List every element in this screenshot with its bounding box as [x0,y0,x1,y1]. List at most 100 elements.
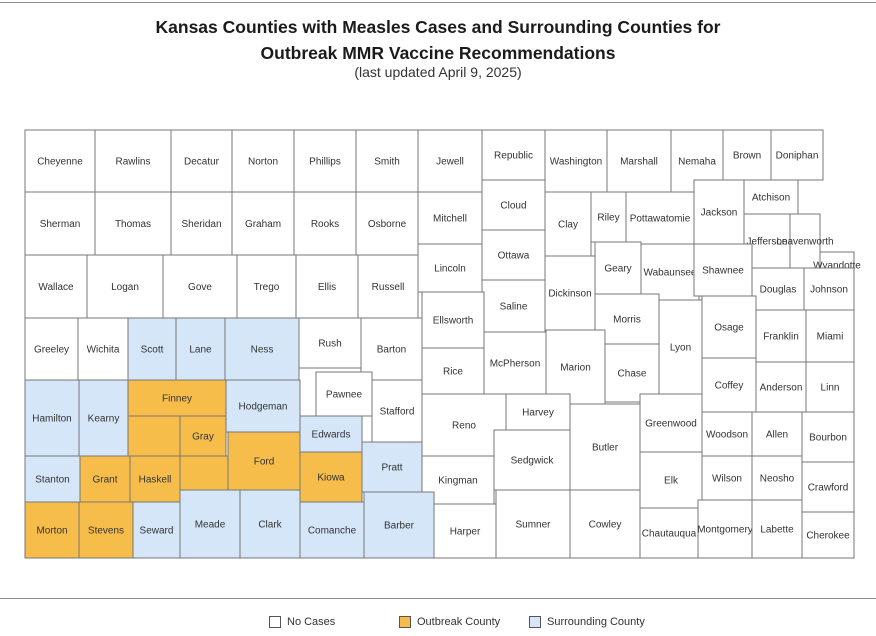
county-label: Sumner [515,520,551,531]
county-morris: Morris [594,293,660,345]
county-shape [24,254,88,319]
legend-swatch-surrounding [529,616,541,628]
county-johnson: Johnson [803,267,855,311]
county-label: Harper [450,527,481,538]
county-shape [693,243,753,297]
county-osage: Osage [701,295,757,359]
county-label: Gray [192,432,214,443]
county-pawnee: Pawnee [315,371,373,417]
county-chautauqua: Chautauqua [639,507,699,559]
county-shape [132,501,181,559]
county-label: Clark [258,520,282,531]
top-border [0,2,876,3]
county-label: Wallace [38,282,74,293]
county-sedgwick: Sedgwick [493,429,571,491]
county-shape [481,229,546,281]
county-shape [179,415,227,457]
county-shape [481,179,546,231]
legend-divider [0,598,876,599]
county-shape [299,501,365,559]
county-label: Haskell [139,475,172,486]
county-shape [483,331,547,395]
county-graham: Graham [231,191,295,256]
county-label: Lincoln [434,264,466,275]
county-shape [239,489,301,559]
county-label: Barber [384,521,415,532]
county-thomas: Thomas [94,191,172,256]
county-russell: Russell [357,254,419,319]
county-label: Wichita [87,345,120,356]
county-franklin: Franklin [755,309,807,363]
county-chase: Chase [604,343,660,403]
county-shape [801,461,855,513]
county-label: Cowley [589,520,622,531]
county-douglas: Douglas [751,267,805,311]
county-shape [755,309,807,363]
county-label: Ness [251,345,274,356]
county-label: Hodgeman [239,402,288,413]
county-rawlins: Rawlins [94,129,172,193]
county-doniphan: Doniphan [770,129,824,181]
county-ellis: Ellis [295,254,359,319]
county-cowley: Cowley [569,489,641,559]
county-shape [78,501,134,559]
county-barber: Barber [363,491,435,559]
county-shape [179,489,241,559]
county-shape [693,179,745,245]
county-greenwood: Greenwood [639,393,703,453]
county-label: Morris [613,315,641,326]
county-label: Crawford [808,483,849,494]
county-neosho: Neosho [751,455,803,501]
county-label: Thomas [115,219,151,230]
title-line-1: Kansas Counties with Measles Cases and S… [155,17,721,37]
county-rooks: Rooks [293,191,357,256]
county-clark: Clark [239,489,301,559]
county-trego: Trego [236,254,297,319]
county-label: Jackson [701,208,738,219]
county-sumner: Sumner [495,489,571,559]
county-shape [175,317,226,381]
county-label: Greenwood [645,419,697,430]
county-haskell: Haskell [129,455,181,503]
county-shape [751,455,803,501]
county-label: Trego [254,282,280,293]
county-label: Rawlins [115,157,150,168]
county-labette: Labette [751,499,803,559]
county-label: Riley [597,213,619,224]
county-label: Grant [92,475,117,486]
county-label: Osage [714,323,744,334]
county-anderson: Anderson [755,361,807,413]
county-label: Pratt [381,463,402,474]
county-hodgeman: Hodgeman [225,379,301,433]
county-marion: Marion [545,329,606,405]
county-label: Lyon [670,343,691,354]
county-label: Saline [500,302,528,313]
county-shape [701,295,757,359]
county-label: Greeley [34,345,69,356]
title-line-2: Outbreak MMR Vaccine Recommendations [260,43,616,63]
county-pratt: Pratt [361,441,423,493]
county-shape [805,309,855,363]
county-clay: Clay [544,191,592,257]
county-label: Clay [558,220,578,231]
county-label: Doniphan [776,151,819,162]
county-logan: Logan [86,254,164,319]
county-shape [751,411,803,457]
county-cheyenne: Cheyenne [24,129,96,193]
county-label: Kiowa [317,473,345,484]
county-shape [299,451,363,503]
county-shape [803,267,855,311]
county-norton: Norton [231,129,295,193]
county-pottawatomie: Pottawatomie [625,191,695,245]
county-shape [544,191,592,257]
county-label: McPherson [490,359,541,370]
county-shape [361,441,423,493]
county-montgomery: Montgomery [697,499,753,559]
county-shape [224,317,300,381]
county-label: Ellsworth [433,316,474,327]
county-hamilton: Hamilton [24,379,80,457]
legend-label-surrounding: Surrounding County [547,616,645,628]
county-shape [658,299,703,395]
county-shape [495,489,571,559]
county-shape [127,379,227,417]
